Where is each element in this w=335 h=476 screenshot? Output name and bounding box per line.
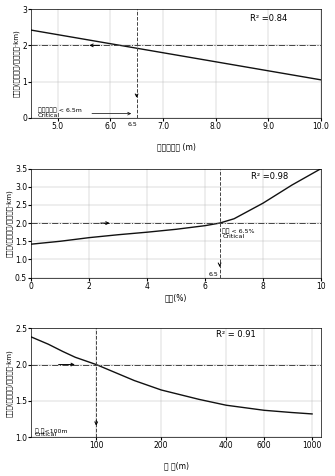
X-axis label: 시 거(m): 시 거(m) [163,461,189,470]
Y-axis label: 사고율(사고건수/백만자료·km): 사고율(사고건수/백만자료·km) [13,30,19,98]
Text: 포잡도로폭 < 6.5m: 포잡도로폭 < 6.5m [38,107,81,113]
Y-axis label: 사고율(사고건수/백만자료·km): 사고율(사고건수/백만자료·km) [6,189,12,257]
Text: R² = 0.91: R² = 0.91 [216,330,256,339]
X-axis label: 경사(%): 경사(%) [165,294,187,303]
Text: R² =0.98: R² =0.98 [252,172,289,181]
Text: R² =0.84: R² =0.84 [250,14,287,23]
Y-axis label: 사고율(사고건수/백만자료·km): 사고율(사고건수/백만자료·km) [6,349,12,416]
Text: Critical: Critical [35,432,57,437]
Text: 6.5: 6.5 [128,122,137,127]
Text: 경사 < 6.5%: 경사 < 6.5% [222,228,255,234]
X-axis label: 포장도로폭 (m): 포장도로폭 (m) [157,142,196,151]
Text: 6.5: 6.5 [209,272,219,277]
Text: 시 거<100m: 시 거<100m [35,428,67,434]
Text: Critical: Critical [222,234,245,239]
Text: Critical: Critical [38,113,60,118]
